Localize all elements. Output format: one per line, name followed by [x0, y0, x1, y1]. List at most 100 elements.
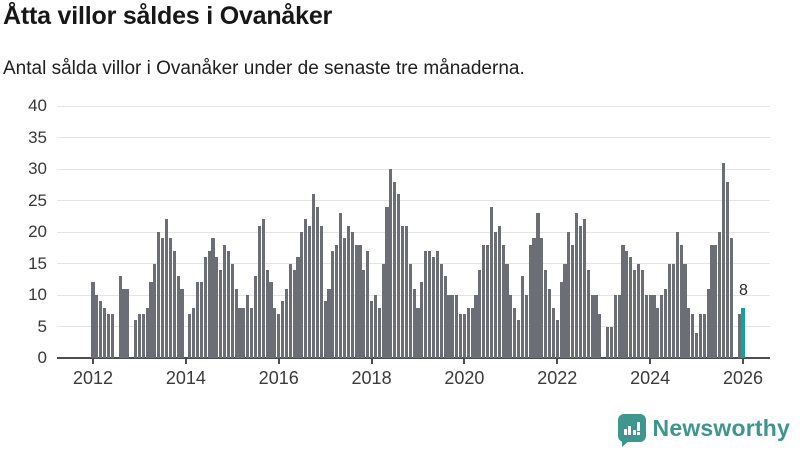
chart-title: Åtta villor såldes i Ovanåker	[3, 2, 333, 30]
bar	[172, 250, 176, 358]
bar	[493, 232, 497, 358]
bar	[122, 288, 126, 358]
bar	[664, 288, 668, 358]
bar	[381, 263, 385, 358]
bar	[633, 269, 637, 358]
bar	[667, 263, 672, 358]
bar	[540, 238, 544, 358]
plot-area: 0 5 10 15 20 25 30 35 40 8 2012 2014 2016 2018 2020 202…	[28, 97, 770, 388]
bar	[397, 194, 401, 358]
bar	[195, 282, 200, 358]
bar	[188, 313, 192, 358]
bar	[238, 307, 242, 358]
bar	[358, 244, 362, 358]
bar	[575, 213, 579, 358]
bar	[99, 301, 103, 358]
bar	[698, 313, 702, 358]
bar	[447, 295, 451, 358]
bar	[385, 206, 389, 358]
bar	[544, 269, 548, 358]
bar	[582, 219, 586, 358]
bar	[563, 263, 567, 358]
bar	[617, 295, 621, 358]
bar	[435, 250, 439, 358]
bar	[222, 244, 227, 358]
y-axis-label-35: 35	[28, 127, 47, 147]
latest-value-label: 8	[739, 281, 748, 299]
x-axis-label-2020: 2020	[444, 368, 485, 388]
bar	[126, 288, 130, 358]
bar	[586, 269, 590, 358]
x-axis-label-2024: 2024	[630, 368, 671, 388]
bar	[528, 244, 532, 358]
bar	[567, 232, 571, 358]
bar	[590, 295, 594, 358]
bar	[408, 263, 412, 358]
bar	[362, 269, 366, 358]
bar	[103, 307, 107, 358]
bar	[520, 276, 525, 358]
bar	[606, 326, 610, 358]
bar	[230, 263, 234, 358]
x-tick-2012	[92, 358, 94, 364]
bar	[400, 225, 405, 358]
bar	[532, 238, 536, 358]
bar	[242, 307, 246, 358]
bar	[625, 250, 629, 358]
bar	[327, 288, 331, 358]
bar	[517, 320, 521, 358]
bar	[288, 263, 292, 358]
bar	[346, 225, 350, 358]
bar	[594, 295, 598, 358]
bar	[536, 213, 540, 358]
bar	[609, 326, 613, 358]
bar	[207, 250, 211, 358]
gridline-20	[57, 231, 770, 233]
bar	[551, 307, 555, 358]
bar	[393, 181, 397, 358]
bar	[428, 250, 432, 358]
bar	[489, 206, 494, 358]
bar	[470, 307, 474, 358]
bar	[640, 269, 644, 358]
bar	[257, 225, 261, 358]
x-tick-2020	[463, 358, 466, 364]
bar	[311, 194, 316, 358]
newsworthy-bar-chart-bubble-icon	[617, 414, 646, 447]
bar	[389, 169, 393, 358]
newsworthy-logo: Newsworthy	[617, 412, 790, 447]
bar	[164, 219, 169, 358]
bar	[284, 288, 289, 358]
bar	[722, 162, 726, 358]
bar	[354, 244, 358, 358]
y-axis-label-20: 20	[28, 222, 47, 241]
bar	[455, 295, 459, 358]
bar	[660, 295, 664, 358]
x-axis-label-2026: 2026	[722, 368, 764, 388]
bar	[613, 295, 617, 358]
bar	[621, 244, 625, 358]
gridline-40	[57, 105, 770, 107]
bar	[474, 295, 478, 358]
x-tick-2026	[741, 358, 744, 364]
bar	[339, 213, 343, 358]
bar	[203, 257, 207, 358]
bar	[524, 295, 528, 358]
bar	[431, 257, 436, 358]
bar	[478, 269, 482, 358]
bar	[714, 244, 718, 358]
bar	[366, 250, 370, 358]
y-axis-label-15: 15	[28, 253, 47, 273]
bar	[675, 232, 679, 358]
bar	[636, 263, 641, 358]
bar	[404, 225, 408, 358]
gridline-25	[57, 200, 770, 201]
bar	[281, 301, 285, 358]
bar	[331, 250, 335, 358]
bar	[509, 295, 513, 358]
x-axis-line	[57, 357, 770, 359]
bar	[180, 288, 184, 358]
bar	[219, 269, 223, 358]
gridline-35	[57, 137, 770, 138]
bar	[443, 276, 447, 358]
